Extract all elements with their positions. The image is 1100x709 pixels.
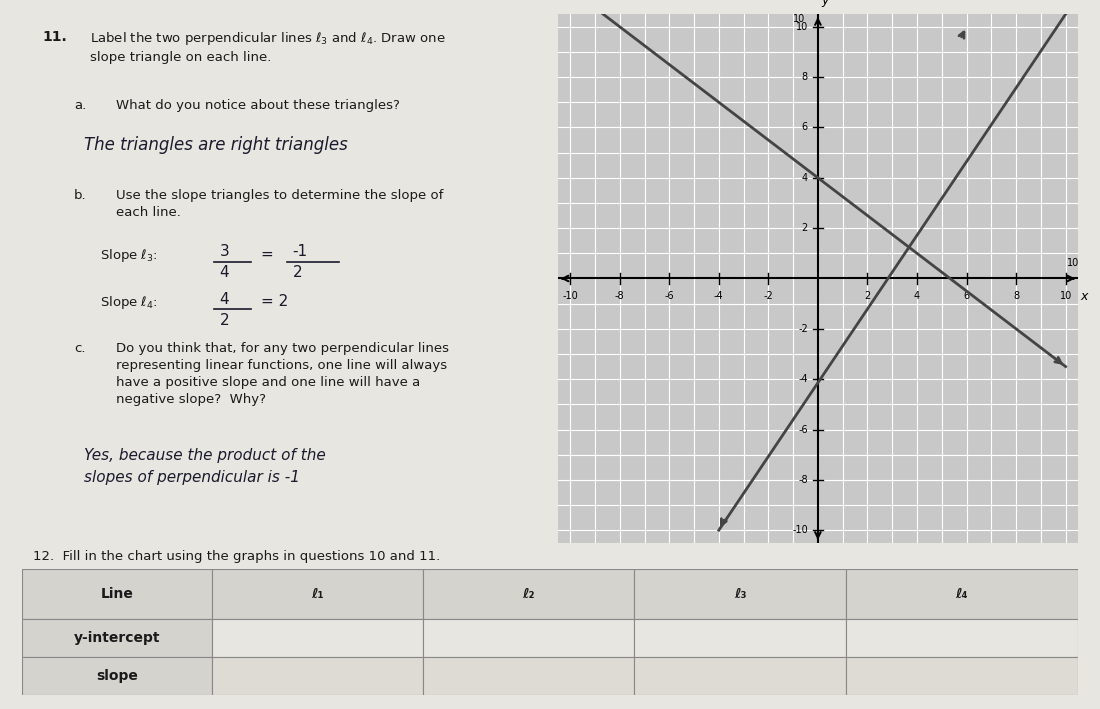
Text: 2: 2: [865, 291, 870, 301]
Text: 2: 2: [293, 265, 303, 280]
Text: c.: c.: [74, 342, 86, 355]
Text: 8: 8: [1013, 291, 1019, 301]
FancyBboxPatch shape: [212, 657, 424, 695]
Text: = 2: = 2: [262, 294, 288, 309]
FancyBboxPatch shape: [635, 619, 846, 657]
Text: -8: -8: [615, 291, 625, 301]
Text: Slope $\ell_4$:: Slope $\ell_4$:: [100, 294, 157, 311]
FancyBboxPatch shape: [22, 657, 212, 695]
Text: 4: 4: [914, 291, 920, 301]
Text: -4: -4: [799, 374, 808, 384]
Text: 2: 2: [802, 223, 808, 233]
Text: Yes, because the product of the
slopes of perpendicular is -1: Yes, because the product of the slopes o…: [85, 447, 327, 485]
Text: 11.: 11.: [43, 30, 67, 44]
Text: 10: 10: [793, 14, 805, 24]
Text: x: x: [1080, 289, 1088, 303]
Text: y-intercept: y-intercept: [74, 631, 161, 645]
Text: -6: -6: [664, 291, 674, 301]
FancyBboxPatch shape: [212, 619, 424, 657]
FancyBboxPatch shape: [846, 569, 1078, 619]
Text: =: =: [262, 247, 279, 262]
FancyBboxPatch shape: [424, 657, 635, 695]
Text: -2: -2: [799, 324, 808, 334]
Text: 10: 10: [1067, 258, 1079, 269]
FancyBboxPatch shape: [22, 569, 212, 619]
Text: -10: -10: [792, 525, 808, 535]
Text: -4: -4: [714, 291, 724, 301]
Text: a.: a.: [74, 99, 86, 112]
Text: 2: 2: [220, 313, 229, 328]
FancyBboxPatch shape: [846, 619, 1078, 657]
Text: Do you think that, for any two perpendicular lines
representing linear functions: Do you think that, for any two perpendic…: [116, 342, 449, 406]
Text: ℓ₁: ℓ₁: [311, 587, 324, 601]
Text: Slope $\ell_3$:: Slope $\ell_3$:: [100, 247, 157, 264]
Text: Label the two perpendicular lines $\ell_3$ and $\ell_4$. Draw one
slope triangle: Label the two perpendicular lines $\ell_…: [89, 30, 446, 64]
Text: ℓ₂: ℓ₂: [522, 587, 535, 601]
FancyBboxPatch shape: [424, 569, 635, 619]
Text: 6: 6: [802, 123, 808, 133]
Text: 8: 8: [802, 72, 808, 82]
FancyBboxPatch shape: [22, 619, 212, 657]
Text: b.: b.: [74, 189, 87, 201]
Text: -8: -8: [799, 475, 808, 485]
Text: 12.  Fill in the chart using the graphs in questions 10 and 11.: 12. Fill in the chart using the graphs i…: [33, 549, 440, 563]
FancyBboxPatch shape: [212, 569, 424, 619]
Text: 3: 3: [220, 244, 230, 259]
Text: 10: 10: [1059, 291, 1071, 301]
Text: -10: -10: [562, 291, 579, 301]
Text: 10: 10: [795, 22, 808, 32]
Text: -6: -6: [799, 425, 808, 435]
Text: y: y: [822, 0, 829, 6]
Text: The triangles are right triangles: The triangles are right triangles: [85, 135, 349, 154]
Text: slope: slope: [96, 669, 138, 683]
FancyBboxPatch shape: [846, 657, 1078, 695]
Text: 4: 4: [220, 291, 229, 307]
Text: 4: 4: [220, 265, 229, 280]
Text: -1: -1: [293, 244, 308, 259]
Text: Line: Line: [100, 587, 133, 601]
FancyBboxPatch shape: [424, 619, 635, 657]
Text: ℓ₃: ℓ₃: [734, 587, 746, 601]
FancyBboxPatch shape: [635, 569, 846, 619]
FancyBboxPatch shape: [635, 657, 846, 695]
Text: Use the slope triangles to determine the slope of
each line.: Use the slope triangles to determine the…: [116, 189, 443, 218]
Text: What do you notice about these triangles?: What do you notice about these triangles…: [116, 99, 399, 112]
Text: 6: 6: [964, 291, 969, 301]
Text: ℓ₄: ℓ₄: [956, 587, 968, 601]
Text: -2: -2: [763, 291, 773, 301]
Text: 4: 4: [802, 173, 808, 183]
